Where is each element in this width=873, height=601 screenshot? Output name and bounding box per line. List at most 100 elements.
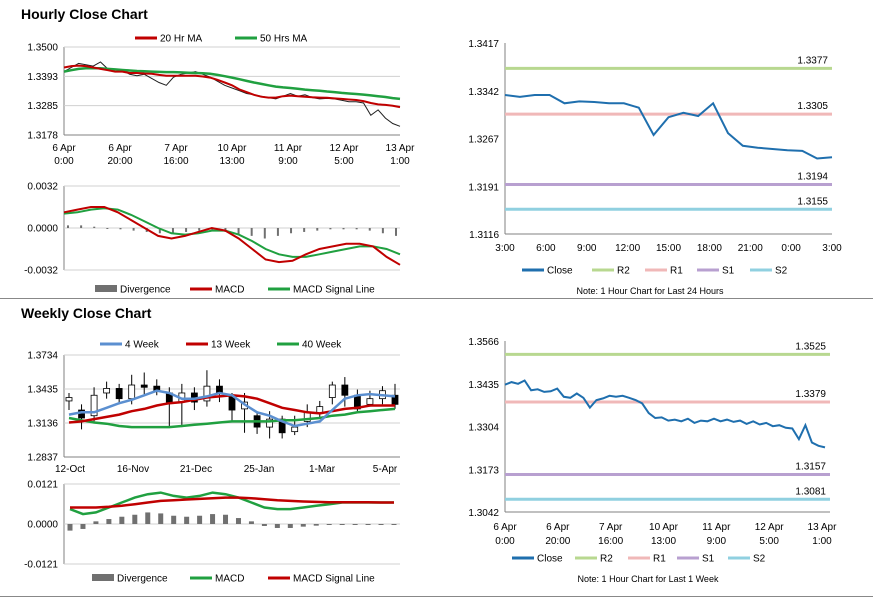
hourly-macd-divergence-bar xyxy=(67,225,69,228)
hourly-macd-divergence-bar xyxy=(316,228,319,231)
weekly-levels-y-tick-label: 1.3042 xyxy=(468,508,499,519)
hourly-macd-y-tick-label: 0.0000 xyxy=(27,224,58,235)
weekly-levels-x-tick-date: 7 Apr xyxy=(599,522,623,533)
hourly-macd-divergence-bar xyxy=(132,228,135,231)
weekly-macd-y-tick-label: 0.0121 xyxy=(27,480,58,491)
weekly-macd-divergence-bar xyxy=(248,521,254,524)
weekly-candle-body xyxy=(366,398,374,405)
section-divider xyxy=(0,298,873,299)
weekly-price-x-tick-label: 25-Jan xyxy=(244,464,275,475)
weekly-level-s2-label: 1.3081 xyxy=(795,486,826,497)
weekly-macd-divergence-bar xyxy=(365,524,371,525)
weekly-levels-x-tick-time: 20:00 xyxy=(545,536,570,547)
weekly-macd-divergence-bar xyxy=(300,524,306,527)
hourly-section-title: Hourly Close Chart xyxy=(21,6,148,22)
weekly-macd-divergence-bar xyxy=(80,524,86,529)
weekly-macd-divergence-bar xyxy=(378,524,384,525)
hourly-macd-divergence-bar xyxy=(276,228,279,236)
hourly-macd-y-tick-label: 0.0032 xyxy=(27,182,58,193)
weekly-levels-x-tick-date: 6 Apr xyxy=(546,522,570,533)
hourly-levels-close-line xyxy=(504,94,833,160)
weekly-macd-divergence-bar xyxy=(352,524,358,525)
hourly-legend-50hr-label: 50 Hrs MA xyxy=(260,34,308,45)
weekly-legend-macd-label: MACD xyxy=(215,574,244,585)
weekly-macd-divergence-bar xyxy=(223,514,229,524)
hourly-macd-y-tick-label: -0.0032 xyxy=(24,266,58,277)
hourly-price-y-tick-label: 1.3285 xyxy=(27,101,58,112)
weekly-macd-divergence-bar xyxy=(158,513,164,524)
weekly-macd-divergence-bar xyxy=(391,524,397,525)
hourly-levels-y-tick-label: 1.3267 xyxy=(468,135,499,146)
weekly-legend-divergence-swatch xyxy=(92,574,114,581)
hourly-price-20hr-ma-line xyxy=(63,64,401,109)
weekly-macd-divergence-bar xyxy=(132,514,138,524)
weekly-macd-divergence-bar xyxy=(171,515,177,524)
hourly-levels-note: Note: 1 Hour Chart for Last 24 Hours xyxy=(576,286,724,296)
weekly-legend-13wk-label: 13 Week xyxy=(211,340,251,351)
hourly-levels-x-tick-label: 9:00 xyxy=(577,243,597,254)
weekly-macd-divergence-bar xyxy=(93,521,99,524)
hourly-macd-divergence-bar xyxy=(263,228,266,239)
weekly-candle-body xyxy=(115,388,123,400)
weekly-candle-body xyxy=(328,384,336,398)
hourly-price-y-tick-label: 1.3178 xyxy=(27,131,58,142)
weekly-macd-y-tick-label: -0.0121 xyxy=(24,560,58,571)
bottom-divider xyxy=(0,596,873,597)
hourly-levels-x-tick-label: 3:00 xyxy=(822,243,842,254)
hourly-price-x-tick-time: 16:00 xyxy=(163,156,188,167)
weekly-levels-x-tick-time: 5:00 xyxy=(759,536,779,547)
weekly-legend-divergence-label: Divergence xyxy=(117,574,168,585)
weekly-levels-x-tick-time: 1:00 xyxy=(812,536,832,547)
weekly-legend-4wk-label: 4 Week xyxy=(125,340,160,351)
hourly-macd-line xyxy=(63,206,401,266)
hourly-macd-divergence-bar xyxy=(368,228,371,231)
hourly-price-x-tick-date: 6 Apr xyxy=(52,143,76,154)
weekly-macd-signal-line xyxy=(70,496,394,509)
weekly-macd-divergence-bar xyxy=(184,516,190,524)
weekly-levels-x-tick-date: 11 Apr xyxy=(702,522,731,533)
hourly-price-50hr-ma-line xyxy=(63,67,401,101)
hourly-levels-y-tick-label: 1.3417 xyxy=(468,39,499,50)
hourly-price-x-tick-date: 11 Apr xyxy=(274,143,303,154)
hourly-levels-legend-s2-label: S2 xyxy=(775,266,788,277)
hourly-macd-divergence-bar xyxy=(303,228,306,232)
hourly-price-x-tick-date: 13 Apr xyxy=(386,143,416,154)
weekly-macd-divergence-bar xyxy=(106,519,112,524)
weekly-price-y-tick-label: 1.3435 xyxy=(27,385,58,396)
weekly-macd-divergence-bar xyxy=(235,518,241,524)
weekly-price-y-tick-label: 1.3734 xyxy=(27,351,58,362)
weekly-candle-body xyxy=(103,388,111,394)
hourly-price-x-tick-date: 6 Apr xyxy=(108,143,132,154)
weekly-macd-divergence-bar xyxy=(145,512,151,524)
weekly-price-x-tick-label: 12-Oct xyxy=(55,464,85,475)
weekly-price-y-tick-label: 1.2837 xyxy=(27,453,58,464)
hourly-legend-macd-signal-label: MACD Signal Line xyxy=(293,285,375,296)
hourly-price-x-tick-time: 5:00 xyxy=(334,156,354,167)
hourly-macd-divergence-bar xyxy=(290,228,293,234)
hourly-legend-divergence-label: Divergence xyxy=(120,285,171,296)
hourly-macd-divergence-bar xyxy=(237,228,240,235)
hourly-macd-divergence-bar xyxy=(171,228,174,234)
hourly-macd-divergence-bar xyxy=(106,228,109,229)
weekly-legend-macd-signal-label: MACD Signal Line xyxy=(293,574,375,585)
weekly-macd-y-tick-label: 0.0000 xyxy=(27,520,58,531)
hourly-price-x-tick-time: 20:00 xyxy=(107,156,132,167)
hourly-price-x-tick-time: 13:00 xyxy=(219,156,244,167)
weekly-levels-y-tick-label: 1.3304 xyxy=(468,423,499,434)
hourly-levels-legend-close-label: Close xyxy=(547,266,573,277)
weekly-levels-x-tick-time: 0:00 xyxy=(495,536,515,547)
hourly-price-x-tick-date: 12 Apr xyxy=(330,143,360,154)
weekly-levels-legend-r2-label: R2 xyxy=(600,554,613,565)
hourly-levels-y-tick-label: 1.3191 xyxy=(468,182,499,193)
weekly-legend-40wk-label: 40 Week xyxy=(302,340,342,351)
weekly-macd-divergence-bar xyxy=(197,515,203,524)
weekly-price-x-tick-label: 5-Apr xyxy=(373,464,398,475)
hourly-macd-divergence-bar xyxy=(329,228,332,230)
weekly-candle-body xyxy=(140,384,148,388)
hourly-price-y-tick-label: 1.3393 xyxy=(27,72,58,83)
hourly-macd-divergence-bar xyxy=(80,225,83,228)
hourly-level-s2-label: 1.3155 xyxy=(797,196,828,207)
hourly-price-x-tick-time: 1:00 xyxy=(390,156,410,167)
hourly-legend-divergence-swatch xyxy=(95,285,117,292)
weekly-candle-body xyxy=(65,397,73,402)
